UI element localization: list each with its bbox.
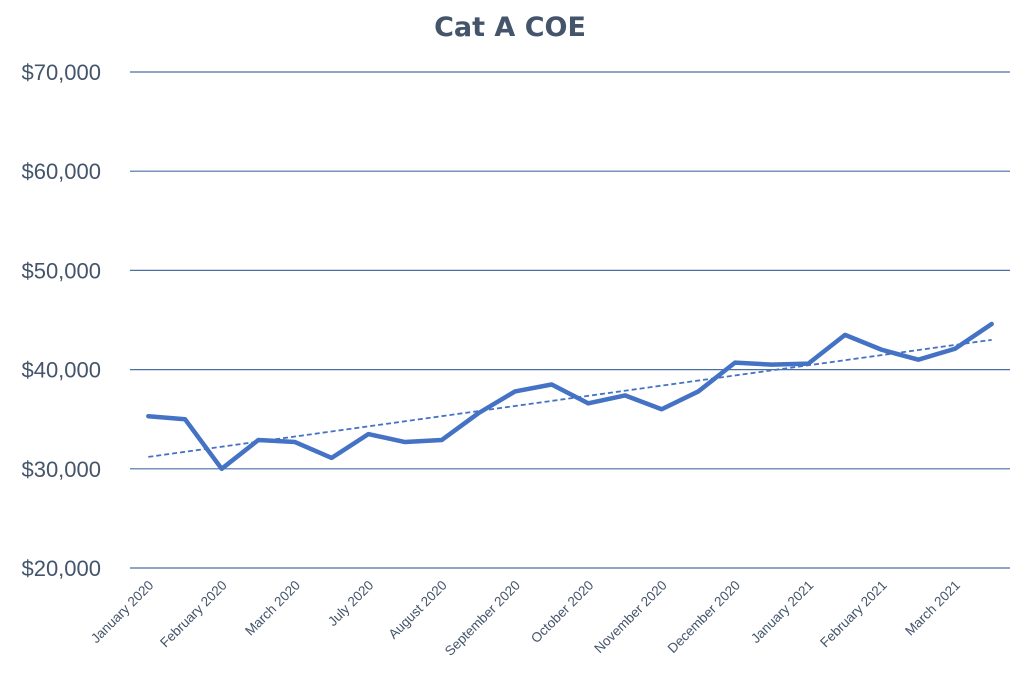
data-point <box>659 406 665 412</box>
data-point <box>549 381 555 387</box>
data-point <box>255 437 261 443</box>
data-point <box>182 416 188 422</box>
series-line <box>148 324 991 469</box>
y-tick-label: $40,000 <box>21 358 101 383</box>
y-tick-label: $50,000 <box>21 258 101 283</box>
y-tick-label: $70,000 <box>21 60 101 85</box>
data-point <box>769 362 775 368</box>
data-point <box>952 346 958 352</box>
y-axis-ticks: $20,000 $30,000 $40,000 $50,000 $60,000 $70,0… <box>21 60 101 581</box>
data-point <box>732 360 738 366</box>
x-tick-label: February 2020 <box>157 578 230 651</box>
data-point <box>805 361 811 367</box>
x-tick-label: August 2020 <box>386 578 450 642</box>
gridlines <box>130 72 1010 568</box>
y-tick-label: $20,000 <box>21 556 101 581</box>
data-point <box>879 347 885 353</box>
data-point <box>219 466 225 472</box>
x-tick-label: January 2021 <box>748 578 816 646</box>
data-point <box>365 431 371 437</box>
data-point <box>439 437 445 443</box>
x-tick-label: March 2020 <box>242 578 303 639</box>
x-tick-label: October 2020 <box>528 578 596 646</box>
x-tick-label: March 2021 <box>902 578 963 639</box>
x-tick-label: September 2020 <box>442 578 523 659</box>
data-point <box>329 455 335 461</box>
y-tick-label: $60,000 <box>21 159 101 184</box>
x-tick-label: February 2021 <box>817 578 890 651</box>
x-tick-label: December 2020 <box>665 578 744 657</box>
data-point <box>622 392 628 398</box>
data-point <box>585 400 591 406</box>
data-point <box>145 413 151 419</box>
chart-title: Cat A COE <box>434 12 586 43</box>
data-point <box>989 321 995 327</box>
x-axis-ticks: January 2020 February 2020 March 2020 July … <box>88 578 963 659</box>
data-point <box>695 388 701 394</box>
data-point <box>512 388 518 394</box>
data-point <box>915 357 921 363</box>
data-point <box>475 410 481 416</box>
x-tick-label: July 2020 <box>325 578 376 629</box>
x-tick-label: January 2020 <box>88 578 156 646</box>
data-point <box>292 439 298 445</box>
x-tick-label: November 2020 <box>591 578 670 657</box>
y-tick-label: $30,000 <box>21 457 101 482</box>
data-point <box>842 332 848 338</box>
data-point <box>402 439 408 445</box>
